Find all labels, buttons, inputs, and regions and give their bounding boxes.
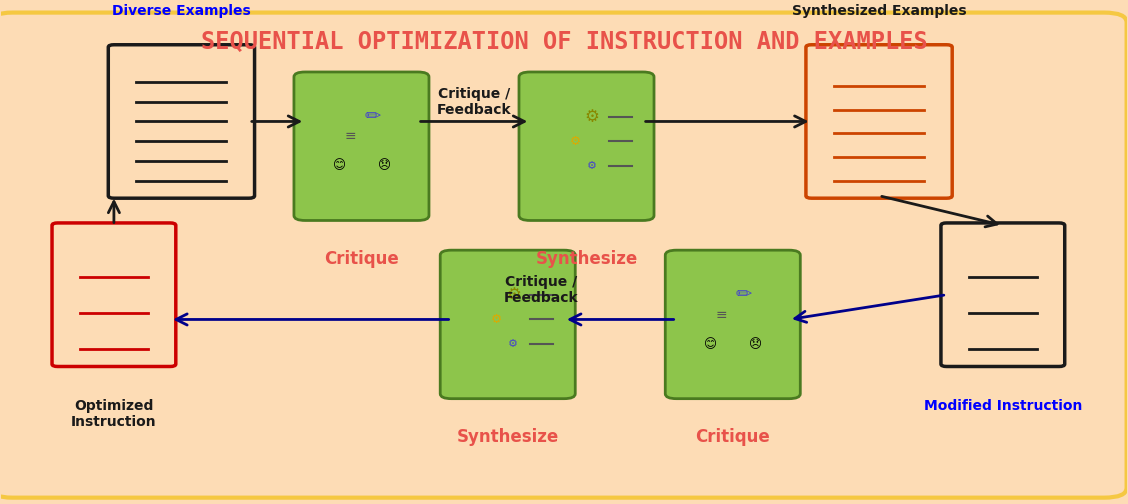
Text: Critique: Critique (324, 250, 399, 268)
Text: ≡: ≡ (344, 130, 356, 143)
Text: ≡: ≡ (716, 307, 728, 322)
FancyBboxPatch shape (666, 250, 800, 399)
Text: ⚙: ⚙ (588, 161, 597, 171)
Text: ✏: ✏ (364, 107, 381, 126)
Text: Critique: Critique (695, 428, 770, 447)
FancyBboxPatch shape (440, 250, 575, 399)
Text: ⚙: ⚙ (506, 286, 521, 304)
FancyBboxPatch shape (294, 72, 429, 220)
Text: Diverse Examples: Diverse Examples (112, 4, 250, 18)
Text: ⚙: ⚙ (584, 107, 600, 125)
FancyBboxPatch shape (52, 223, 176, 366)
Text: ⚙: ⚙ (570, 135, 581, 148)
FancyBboxPatch shape (108, 45, 255, 198)
Text: SEQUENTIAL OPTIMIZATION OF INSTRUCTION AND EXAMPLES: SEQUENTIAL OPTIMIZATION OF INSTRUCTION A… (201, 30, 927, 54)
FancyBboxPatch shape (941, 223, 1065, 366)
Text: Synthesize: Synthesize (457, 428, 558, 447)
Text: 😊: 😊 (704, 338, 716, 351)
Text: ⚙: ⚙ (509, 339, 519, 349)
Text: 😊: 😊 (333, 160, 345, 172)
Text: ⚙: ⚙ (491, 313, 502, 326)
FancyBboxPatch shape (0, 13, 1127, 497)
Text: Optimized
Instruction: Optimized Instruction (71, 399, 157, 429)
FancyBboxPatch shape (805, 45, 952, 198)
FancyBboxPatch shape (519, 72, 654, 220)
Text: Critique /
Feedback: Critique / Feedback (437, 87, 511, 117)
Text: Synthesize: Synthesize (536, 250, 637, 268)
Text: 😞: 😞 (749, 338, 761, 351)
Text: Modified Instruction: Modified Instruction (924, 399, 1082, 413)
Text: ✏: ✏ (735, 285, 752, 304)
Text: Synthesized Examples: Synthesized Examples (792, 4, 967, 18)
Text: 😞: 😞 (378, 160, 390, 172)
Text: Critique /
Feedback: Critique / Feedback (504, 275, 579, 305)
